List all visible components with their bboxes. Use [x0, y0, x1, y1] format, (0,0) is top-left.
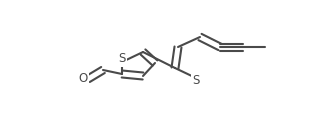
- Text: S: S: [118, 53, 126, 66]
- Text: S: S: [192, 75, 200, 87]
- Text: O: O: [78, 72, 88, 85]
